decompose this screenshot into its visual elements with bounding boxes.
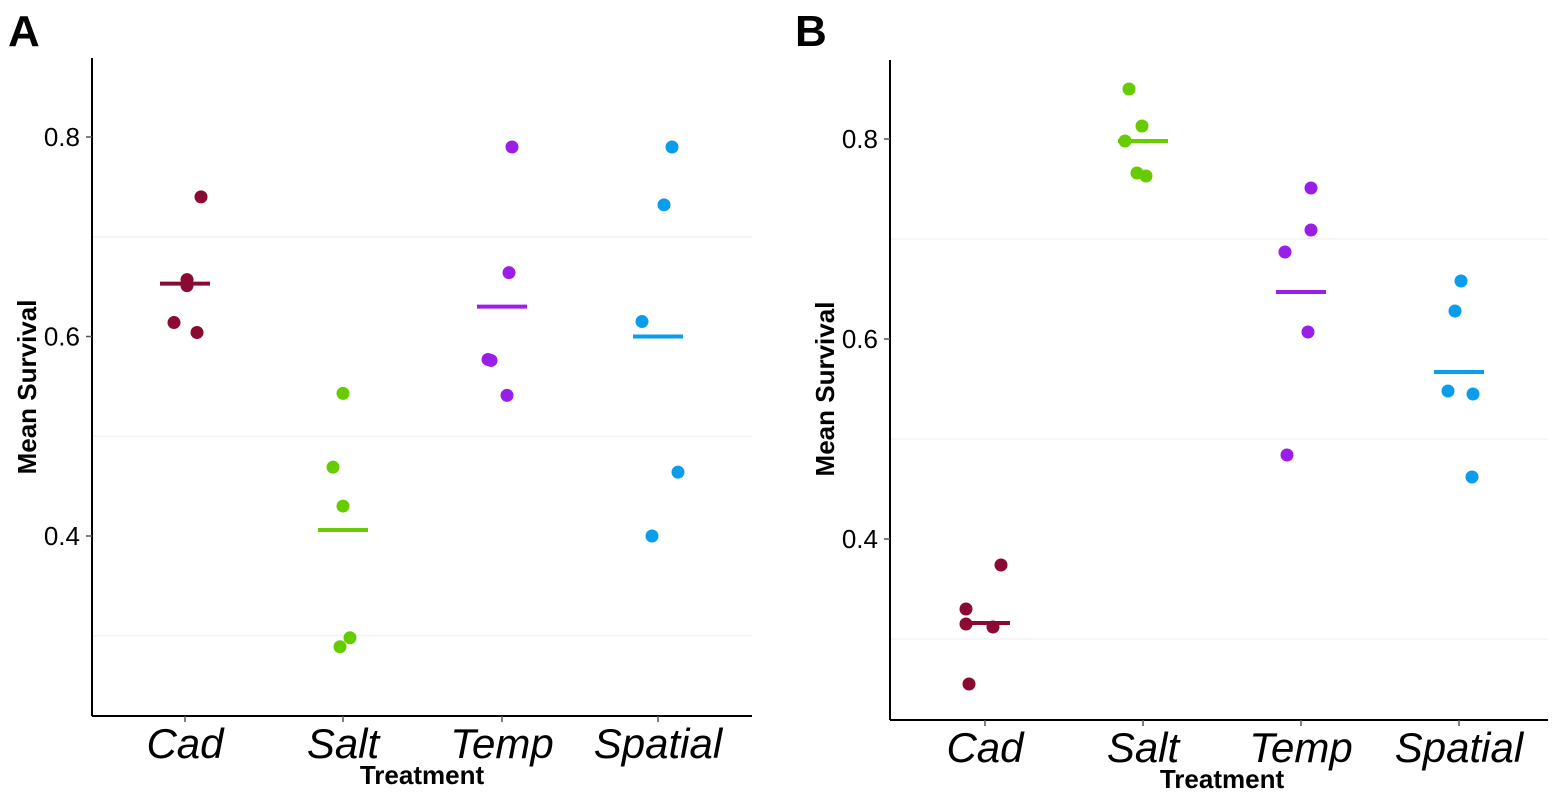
data-point	[959, 602, 973, 616]
chart-panel-a: A 0.4 0.6 0.8 Cad Salt Temp Spatial Treatment Mea…	[8, 7, 752, 790]
data-point	[1280, 448, 1294, 462]
data-point	[1304, 223, 1318, 237]
series-spatial	[633, 140, 685, 543]
data-point	[665, 140, 679, 154]
x-axis-title: Treatment	[1160, 764, 1285, 794]
data-point	[962, 677, 976, 691]
data-point	[190, 326, 204, 340]
series-salt	[318, 386, 368, 654]
data-point	[326, 460, 340, 474]
series-spatial	[1434, 274, 1484, 484]
y-axis-title: Mean Survival	[810, 302, 840, 477]
x-tick-label: Salt	[307, 720, 382, 767]
data-point	[1466, 387, 1480, 401]
data-point	[1139, 169, 1153, 183]
data-point	[635, 315, 649, 329]
chart-panel-b: B 0.4 0.6 0.8 Cad Salt Temp Spatial Treatment Mea…	[795, 7, 1548, 794]
data-point	[1304, 181, 1318, 195]
data-point	[1278, 245, 1292, 259]
data-point	[1441, 384, 1455, 398]
data-point	[994, 558, 1008, 572]
data-point	[1454, 274, 1468, 288]
x-tick-label: Spatial	[1395, 724, 1525, 771]
data-point	[657, 198, 671, 212]
y-tick-label: 0.6	[44, 322, 80, 352]
series-temp	[1276, 181, 1326, 462]
data-point	[336, 386, 350, 400]
x-tick-label: Cad	[946, 724, 1025, 771]
data-point	[167, 316, 181, 330]
series-temp	[477, 140, 527, 402]
data-point	[1301, 325, 1315, 339]
y-axis-title: Mean Survival	[12, 300, 42, 475]
series-salt	[1118, 82, 1168, 183]
data-point	[505, 140, 519, 154]
y-tick-label: 0.4	[44, 521, 80, 551]
data-point	[484, 353, 498, 367]
data-point	[645, 529, 659, 543]
x-tick-label: Temp	[1249, 724, 1353, 771]
series-cad	[160, 190, 210, 340]
data-point	[194, 190, 208, 204]
x-tick-label: Temp	[450, 720, 554, 767]
data-point	[1465, 470, 1479, 484]
y-tick-label: 0.8	[44, 122, 80, 152]
series-cad	[959, 558, 1010, 691]
y-tick-label: 0.4	[842, 524, 878, 554]
panel-letter: B	[795, 7, 827, 56]
y-tick-label: 0.8	[842, 124, 878, 154]
data-point	[671, 465, 685, 479]
x-tick-label: Spatial	[594, 720, 724, 767]
x-tick-label: Cad	[146, 720, 225, 767]
data-point	[336, 499, 350, 513]
data-point	[502, 266, 516, 280]
y-tick-label: 0.6	[842, 324, 878, 354]
data-point	[1135, 119, 1149, 133]
data-point	[333, 640, 347, 654]
x-tick-label: Salt	[1107, 724, 1182, 771]
data-point	[343, 631, 357, 645]
data-point	[500, 388, 514, 402]
data-point	[1448, 304, 1462, 318]
x-axis-title: Treatment	[360, 760, 485, 790]
data-point	[1122, 82, 1136, 96]
panel-letter: A	[8, 7, 40, 56]
